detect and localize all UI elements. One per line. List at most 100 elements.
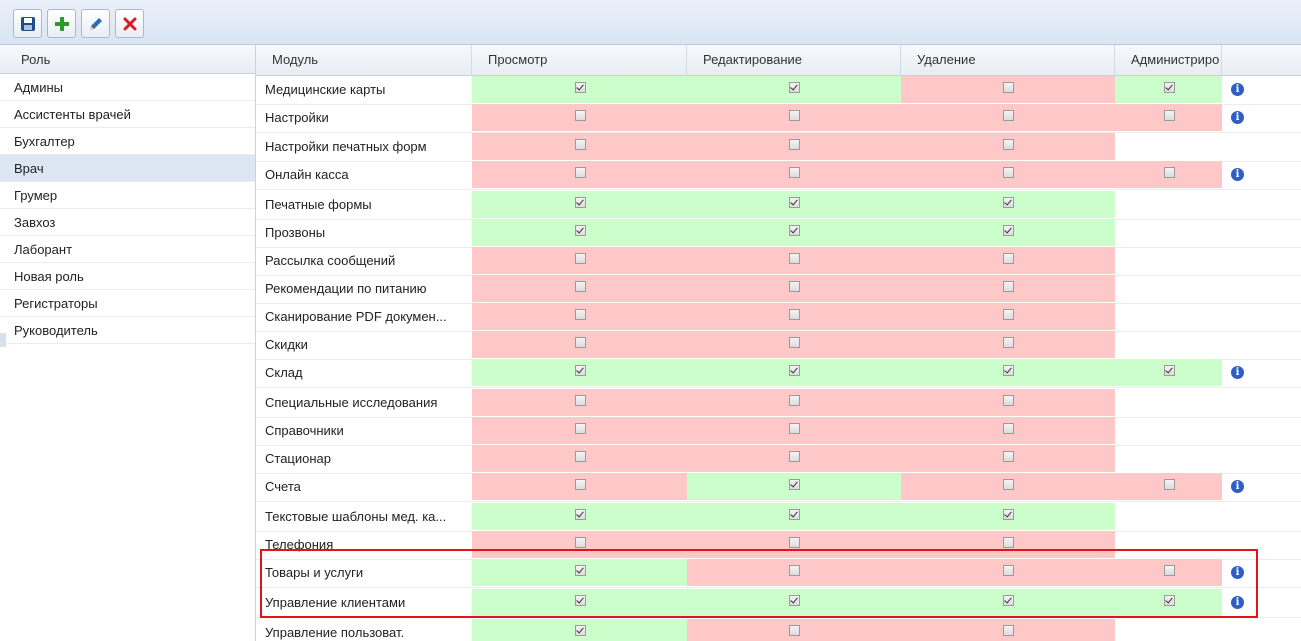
- admin-checkbox[interactable]: [1164, 365, 1175, 376]
- delete-checkbox[interactable]: [1003, 625, 1014, 636]
- view-checkbox[interactable]: [575, 479, 586, 490]
- delete-checkbox[interactable]: [1003, 365, 1014, 376]
- role-item[interactable]: Завхоз: [0, 209, 255, 236]
- table-row[interactable]: Печатные формы: [256, 191, 1301, 220]
- column-header-delete[interactable]: Удаление: [901, 45, 1115, 75]
- edit-checkbox[interactable]: [789, 139, 800, 150]
- info-icon[interactable]: i: [1231, 596, 1244, 609]
- delete-checkbox[interactable]: [1003, 110, 1014, 121]
- table-row[interactable]: Рассылка сообщений: [256, 247, 1301, 276]
- view-checkbox[interactable]: [575, 509, 586, 520]
- delete-checkbox[interactable]: [1003, 139, 1014, 150]
- delete-checkbox[interactable]: [1003, 479, 1014, 490]
- table-row[interactable]: Прозвоны: [256, 219, 1301, 248]
- view-checkbox[interactable]: [575, 365, 586, 376]
- table-row[interactable]: Настройки печатных форм: [256, 133, 1301, 162]
- role-item[interactable]: Врач: [0, 155, 255, 182]
- view-checkbox[interactable]: [575, 337, 586, 348]
- table-row[interactable]: Счета i: [256, 473, 1301, 502]
- table-row[interactable]: Скидки: [256, 331, 1301, 360]
- column-header-admin[interactable]: Администриро: [1115, 45, 1222, 75]
- role-item[interactable]: Грумер: [0, 182, 255, 209]
- table-row[interactable]: Товары и услуги i: [256, 559, 1301, 588]
- info-icon[interactable]: i: [1231, 566, 1244, 579]
- view-checkbox[interactable]: [575, 537, 586, 548]
- edit-checkbox[interactable]: [789, 365, 800, 376]
- view-checkbox[interactable]: [575, 253, 586, 264]
- admin-checkbox[interactable]: [1164, 167, 1175, 178]
- table-row[interactable]: Настройки i: [256, 104, 1301, 133]
- edit-checkbox[interactable]: [789, 565, 800, 576]
- edit-checkbox[interactable]: [789, 423, 800, 434]
- role-item[interactable]: Регистраторы: [0, 290, 255, 317]
- table-row[interactable]: Онлайн касса i: [256, 161, 1301, 190]
- view-checkbox[interactable]: [575, 395, 586, 406]
- roles-header[interactable]: Роль: [0, 45, 255, 74]
- edit-checkbox[interactable]: [789, 595, 800, 606]
- role-item[interactable]: Новая роль: [0, 263, 255, 290]
- edit-checkbox[interactable]: [789, 110, 800, 121]
- delete-checkbox[interactable]: [1003, 451, 1014, 462]
- info-icon[interactable]: i: [1231, 366, 1244, 379]
- delete-checkbox[interactable]: [1003, 253, 1014, 264]
- view-checkbox[interactable]: [575, 110, 586, 121]
- edit-checkbox[interactable]: [789, 625, 800, 636]
- edit-checkbox[interactable]: [789, 537, 800, 548]
- role-item[interactable]: Лаборант: [0, 236, 255, 263]
- edit-checkbox[interactable]: [789, 395, 800, 406]
- delete-checkbox[interactable]: [1003, 423, 1014, 434]
- table-row[interactable]: Сканирование PDF докумен...: [256, 303, 1301, 332]
- edit-checkbox[interactable]: [789, 309, 800, 320]
- edit-checkbox[interactable]: [789, 225, 800, 236]
- delete-checkbox[interactable]: [1003, 395, 1014, 406]
- delete-checkbox[interactable]: [1003, 82, 1014, 93]
- table-row[interactable]: Медицинские карты i: [256, 76, 1301, 105]
- edit-checkbox[interactable]: [789, 451, 800, 462]
- view-checkbox[interactable]: [575, 225, 586, 236]
- table-row[interactable]: Специальные исследования: [256, 389, 1301, 418]
- view-checkbox[interactable]: [575, 451, 586, 462]
- view-checkbox[interactable]: [575, 595, 586, 606]
- admin-checkbox[interactable]: [1164, 82, 1175, 93]
- table-row[interactable]: Управление клиентами i: [256, 589, 1301, 618]
- delete-checkbox[interactable]: [1003, 197, 1014, 208]
- delete-checkbox[interactable]: [1003, 167, 1014, 178]
- delete-checkbox[interactable]: [1003, 225, 1014, 236]
- add-button[interactable]: [47, 9, 76, 38]
- view-checkbox[interactable]: [575, 625, 586, 636]
- view-checkbox[interactable]: [575, 197, 586, 208]
- view-checkbox[interactable]: [575, 565, 586, 576]
- view-checkbox[interactable]: [575, 423, 586, 434]
- table-row[interactable]: Справочники: [256, 417, 1301, 446]
- table-row[interactable]: Стационар: [256, 445, 1301, 474]
- role-item[interactable]: Админы: [0, 74, 255, 101]
- save-button[interactable]: [13, 9, 42, 38]
- role-item[interactable]: Бухгалтер: [0, 128, 255, 155]
- admin-checkbox[interactable]: [1164, 595, 1175, 606]
- column-header-module[interactable]: Модуль: [256, 45, 472, 75]
- panel-splitter[interactable]: [0, 333, 6, 347]
- admin-checkbox[interactable]: [1164, 110, 1175, 121]
- edit-checkbox[interactable]: [789, 253, 800, 264]
- view-checkbox[interactable]: [575, 309, 586, 320]
- edit-checkbox[interactable]: [789, 82, 800, 93]
- admin-checkbox[interactable]: [1164, 565, 1175, 576]
- column-header-edit[interactable]: Редактирование: [687, 45, 901, 75]
- column-header-view[interactable]: Просмотр: [472, 45, 687, 75]
- table-row[interactable]: Управление пользоват.: [256, 619, 1301, 641]
- edit-checkbox[interactable]: [789, 281, 800, 292]
- delete-checkbox[interactable]: [1003, 537, 1014, 548]
- info-icon[interactable]: i: [1231, 168, 1244, 181]
- role-item[interactable]: Ассистенты врачей: [0, 101, 255, 128]
- edit-button[interactable]: [81, 9, 110, 38]
- table-row[interactable]: Текстовые шаблоны мед. ка...: [256, 503, 1301, 532]
- admin-checkbox[interactable]: [1164, 479, 1175, 490]
- delete-checkbox[interactable]: [1003, 281, 1014, 292]
- view-checkbox[interactable]: [575, 139, 586, 150]
- table-row[interactable]: Телефония: [256, 531, 1301, 560]
- edit-checkbox[interactable]: [789, 479, 800, 490]
- view-checkbox[interactable]: [575, 281, 586, 292]
- delete-button[interactable]: [115, 9, 144, 38]
- delete-checkbox[interactable]: [1003, 595, 1014, 606]
- role-item[interactable]: Руководитель: [0, 317, 255, 344]
